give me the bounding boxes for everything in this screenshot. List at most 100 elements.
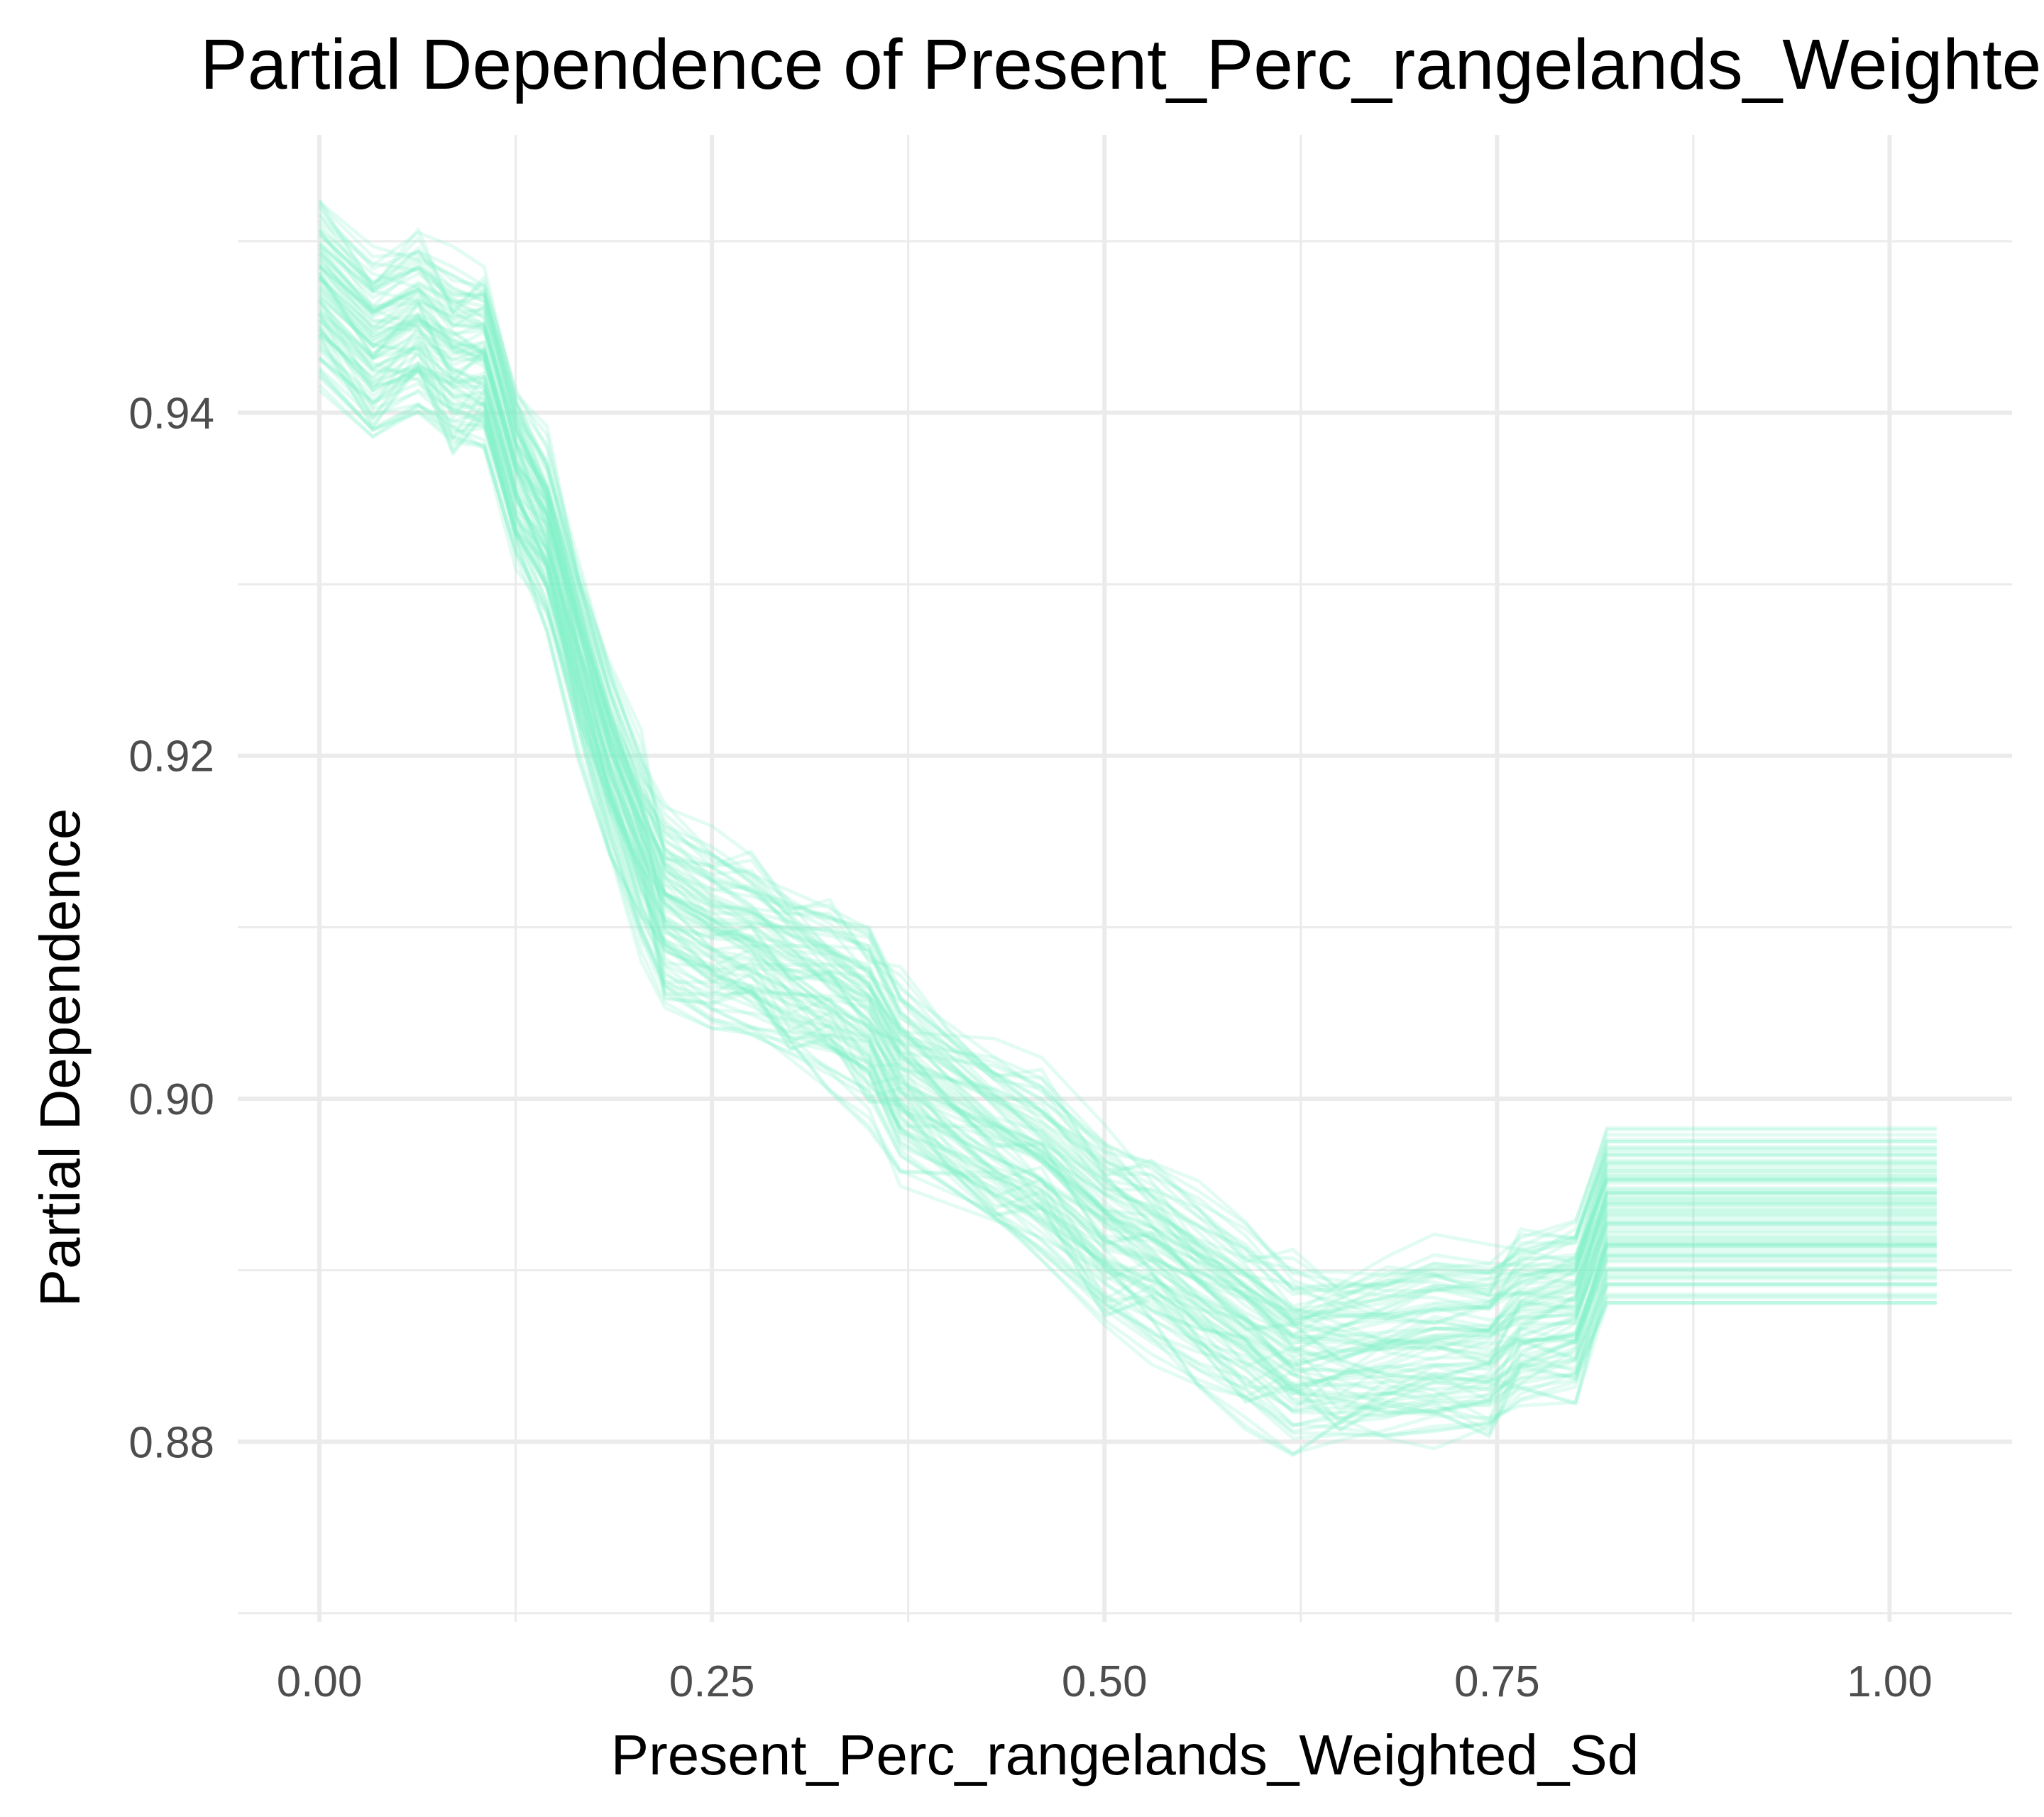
ice-curve <box>318 356 1937 1437</box>
ice-curve <box>318 257 1937 1320</box>
ice-curve <box>318 312 1937 1389</box>
ice-curve <box>317 273 1937 1366</box>
ice-curve <box>318 296 1937 1415</box>
ice-curve <box>318 243 1937 1361</box>
ice-curve <box>318 292 1937 1377</box>
ice-curve <box>318 356 1937 1458</box>
ice-curve <box>317 338 1937 1437</box>
y-tick-label: 0.88 <box>128 1418 214 1467</box>
ice-curve <box>318 258 1937 1312</box>
x-tick-label: 0.25 <box>669 1657 755 1706</box>
y-tick-label: 0.94 <box>128 389 214 438</box>
ice-curve <box>318 366 1937 1413</box>
x-tick-label: 0.50 <box>1062 1657 1148 1706</box>
ice-curve <box>317 253 1937 1334</box>
x-tick-label: 1.00 <box>1847 1657 1933 1706</box>
ice-curve <box>318 356 1937 1393</box>
ice-curve <box>318 290 1937 1366</box>
ice-curve <box>318 314 1937 1387</box>
ice-curve <box>318 286 1937 1336</box>
ice-curve <box>318 368 1937 1439</box>
ice-curve <box>318 300 1937 1380</box>
ice-curve <box>318 251 1937 1343</box>
ice-curve <box>318 389 1937 1428</box>
ice-curve <box>318 265 1937 1308</box>
ice-curve <box>318 263 1937 1355</box>
ice-curve <box>318 264 1937 1337</box>
ice-curve <box>318 383 1937 1434</box>
ice-curve <box>317 279 1937 1360</box>
ice-curve <box>318 332 1937 1368</box>
ice-curve <box>318 207 1937 1278</box>
ice-curve <box>318 275 1937 1380</box>
ice-curve <box>318 343 1937 1413</box>
ice-curve <box>318 262 1937 1353</box>
ice-curve <box>318 270 1937 1382</box>
ice-curve <box>318 319 1937 1451</box>
ice-curve <box>318 320 1937 1390</box>
y-axis-title: Partial Dependence <box>28 808 92 1307</box>
ice-curve <box>318 251 1937 1326</box>
ice-curve <box>318 243 1937 1337</box>
ice-curve <box>317 312 1937 1422</box>
ice-curve <box>318 317 1937 1415</box>
ice-curve <box>318 243 1937 1296</box>
grid <box>238 135 2012 1622</box>
ice-curve <box>318 327 1937 1402</box>
y-tick-labels: 0.88 0.90 0.92 0.94 <box>128 389 214 1467</box>
ice-curve <box>318 274 1937 1344</box>
ice-curve <box>318 265 1937 1351</box>
ice-curve <box>318 373 1937 1427</box>
ice-curve <box>318 275 1937 1322</box>
ice-curve <box>318 276 1937 1353</box>
ice-curve <box>318 313 1937 1346</box>
ice-curve <box>318 233 1937 1320</box>
ice-curve <box>318 284 1937 1324</box>
ice-curve <box>318 231 1937 1291</box>
x-tick-labels: 0.00 0.25 0.50 0.75 1.00 <box>277 1657 1933 1706</box>
y-tick-label: 0.92 <box>128 732 214 781</box>
chart-title: Partial Dependence of Present_Perc_range… <box>200 25 2044 104</box>
ice-curve <box>317 199 1937 1298</box>
ice-curve <box>317 324 1937 1434</box>
ice-curve <box>318 200 1937 1326</box>
ice-curve <box>318 346 1937 1389</box>
ice-curve <box>318 332 1937 1365</box>
x-axis-title: Present_Perc_rangelands_Weighted_Sd <box>611 1723 1639 1786</box>
ice-curve <box>318 370 1937 1440</box>
y-tick-label: 0.90 <box>128 1075 214 1124</box>
ice-curve <box>318 229 1937 1290</box>
x-tick-label: 0.00 <box>277 1657 363 1706</box>
ice-curve <box>318 250 1937 1320</box>
ice-curve <box>318 214 1937 1326</box>
ice-curve <box>318 265 1937 1398</box>
ice-curve <box>318 227 1937 1353</box>
ice-curve <box>318 287 1937 1368</box>
ice-curve <box>318 304 1937 1376</box>
ice-curve <box>318 295 1937 1399</box>
ice-curve <box>318 275 1937 1339</box>
ice-curve <box>318 234 1937 1329</box>
ice-curve <box>318 358 1937 1456</box>
ice-curve <box>317 212 1937 1296</box>
ice-curve <box>318 298 1937 1376</box>
ice-curve <box>317 204 1937 1293</box>
ice-curve <box>318 375 1937 1456</box>
ice-curve <box>318 278 1937 1348</box>
ice-curve <box>318 308 1937 1396</box>
ice-curve <box>317 298 1937 1402</box>
ice-curve <box>318 246 1937 1317</box>
ice-curve <box>317 270 1937 1365</box>
ice-curve <box>318 302 1937 1358</box>
x-tick-label: 0.75 <box>1454 1657 1540 1706</box>
ice-curve <box>318 348 1937 1418</box>
ice-curve <box>318 325 1937 1396</box>
ice-curve <box>318 246 1937 1317</box>
ice-curves <box>317 199 1937 1458</box>
ice-curve <box>318 309 1937 1411</box>
ice-curve <box>318 202 1937 1293</box>
ice-curve <box>318 223 1937 1298</box>
ice-curve <box>318 319 1937 1417</box>
ice-curve <box>318 329 1937 1415</box>
